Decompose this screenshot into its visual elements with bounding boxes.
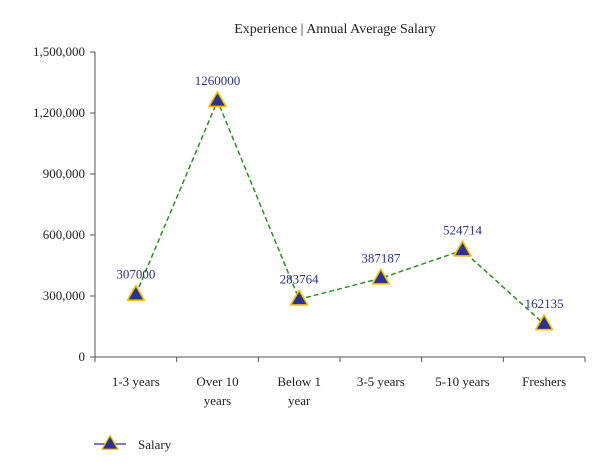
x-tick-label: 1-3 years	[112, 374, 160, 389]
data-point-marker	[453, 240, 472, 257]
data-label: 1260000	[195, 73, 241, 88]
data-label: 283764	[280, 271, 320, 286]
data-labels: 307000 1260000 283764 387187 524714 162135	[116, 73, 563, 311]
series-line	[135, 98, 545, 325]
x-tick-label: 3-5 years	[357, 374, 405, 389]
y-tick-label: 900,000	[43, 166, 85, 181]
y-axis: 0 300,000 600,000 900,000 1,200,000 1,500,000	[33, 44, 96, 364]
legend-marker-icon	[100, 434, 120, 450]
data-point-marker	[126, 284, 146, 301]
legend: Salary	[94, 434, 172, 452]
y-tick-label: 1,200,000	[33, 105, 85, 120]
data-point-marker	[208, 90, 227, 108]
data-label: 307000	[116, 267, 155, 282]
data-point-marker	[534, 314, 554, 331]
x-tick-label: Freshers	[522, 374, 566, 389]
data-markers	[126, 90, 554, 331]
data-label: 387187	[361, 250, 401, 265]
y-tick-label: 0	[79, 349, 86, 364]
y-tick-label: 1,500,000	[33, 44, 85, 59]
data-point-marker	[289, 289, 309, 306]
data-label: 162135	[525, 296, 564, 311]
x-axis: 1-3 years Over 10 years Below 1 year 3-5 year…	[94, 356, 586, 408]
x-tick-label: 5-10 years	[435, 374, 490, 389]
data-point-marker	[371, 268, 391, 285]
y-tick-label: 300,000	[43, 288, 85, 303]
y-tick-label: 600,000	[43, 227, 85, 242]
x-tick-label: Below 1 year	[277, 374, 321, 408]
chart-title: Experience | Annual Average Salary	[234, 22, 436, 37]
data-label: 524714	[443, 222, 483, 237]
series-salary-line	[135, 98, 545, 325]
x-tick-label: Over 10 years	[196, 374, 238, 408]
legend-label-salary: Salary	[138, 437, 172, 452]
